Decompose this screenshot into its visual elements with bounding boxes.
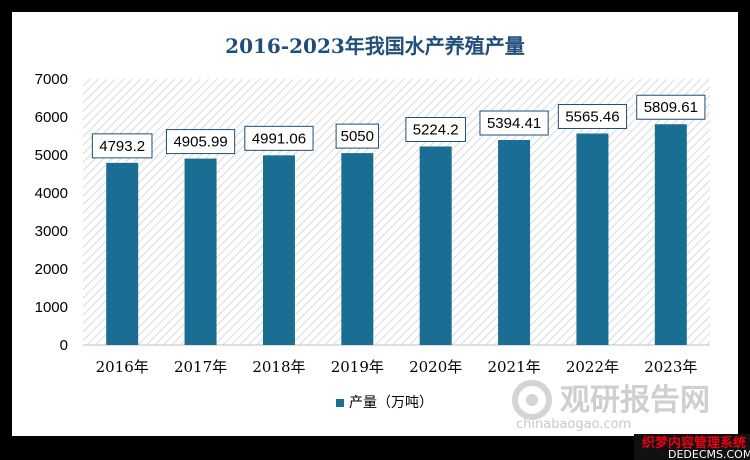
data-label-box xyxy=(557,104,628,130)
data-label: 4905.99 xyxy=(173,134,227,151)
x-tick-label: 2018年 xyxy=(252,358,305,376)
y-tick-label: 2000 xyxy=(35,261,68,278)
y-tick-label: 1000 xyxy=(35,299,68,316)
data-label-box xyxy=(91,133,153,159)
x-tick-label: 2022年 xyxy=(566,358,619,376)
legend: 产量（万吨） xyxy=(336,395,433,411)
bar xyxy=(341,153,374,345)
data-label: 4793.2 xyxy=(99,138,145,155)
data-label-box xyxy=(636,94,706,120)
data-label-box xyxy=(479,110,549,136)
chart-title: 2016-2023年我国水产养殖产量 xyxy=(225,34,525,58)
bar xyxy=(498,140,531,345)
data-labels: 4793.2 4905.99 4991.06 5050 5224.2 5394.41 556… xyxy=(91,94,706,159)
data-label: 4991.06 xyxy=(252,130,306,147)
data-label-box xyxy=(335,123,380,149)
y-tick-label: 7000 xyxy=(35,71,68,88)
bar-chart: 2016-2023年我国水产养殖产量 0 1000 2000 3000 4000 5000… xyxy=(35,34,710,411)
bar xyxy=(419,146,452,345)
data-label: 5809.61 xyxy=(644,99,698,116)
bar xyxy=(654,124,687,345)
y-tick-label: 0 xyxy=(60,337,68,354)
watermark-domain: DEDECMS.COM xyxy=(668,448,750,460)
x-tick-label: 2016年 xyxy=(96,358,149,376)
data-label: 5394.41 xyxy=(487,115,541,132)
y-tick-label: 6000 xyxy=(35,109,68,126)
watermark-url: chinabaogao.com xyxy=(516,417,631,432)
x-tick-label: 2023年 xyxy=(644,358,697,376)
y-tick-label: 5000 xyxy=(35,147,68,164)
bar xyxy=(262,155,295,345)
y-axis: 0 1000 2000 3000 4000 5000 6000 7000 xyxy=(35,71,68,354)
data-label-box xyxy=(165,129,236,155)
x-tick-label: 2020年 xyxy=(409,358,462,376)
bar xyxy=(106,162,139,345)
bar xyxy=(576,133,609,345)
watermark-brand: 观研报告网 xyxy=(560,383,710,418)
bar-series xyxy=(106,124,687,345)
data-label: 5050 xyxy=(341,128,374,145)
legend-label: 产量（万吨） xyxy=(349,395,433,411)
chart-card: 2016-2023年我国水产养殖产量 0 1000 2000 3000 4000 5000… xyxy=(12,12,750,460)
bar xyxy=(184,158,217,345)
data-label-box xyxy=(244,125,314,151)
watermark-subtitle: 织梦内容管理系统 xyxy=(642,435,746,451)
watermark-logo-icon xyxy=(512,380,552,420)
watermark: 观研报告网 chinabaogao.com 织梦内容管理系统 DEDECMS.C… xyxy=(512,380,750,460)
y-tick-label: 3000 xyxy=(35,223,68,240)
data-label-box xyxy=(405,116,466,142)
x-tick-label: 2017年 xyxy=(174,358,227,376)
x-tick-label: 2019年 xyxy=(331,358,384,376)
data-label: 5224.2 xyxy=(413,121,459,138)
legend-swatch xyxy=(336,399,344,407)
data-label: 5565.46 xyxy=(565,109,619,126)
x-tick-label: 2021年 xyxy=(487,358,540,376)
y-tick-label: 4000 xyxy=(35,185,68,202)
